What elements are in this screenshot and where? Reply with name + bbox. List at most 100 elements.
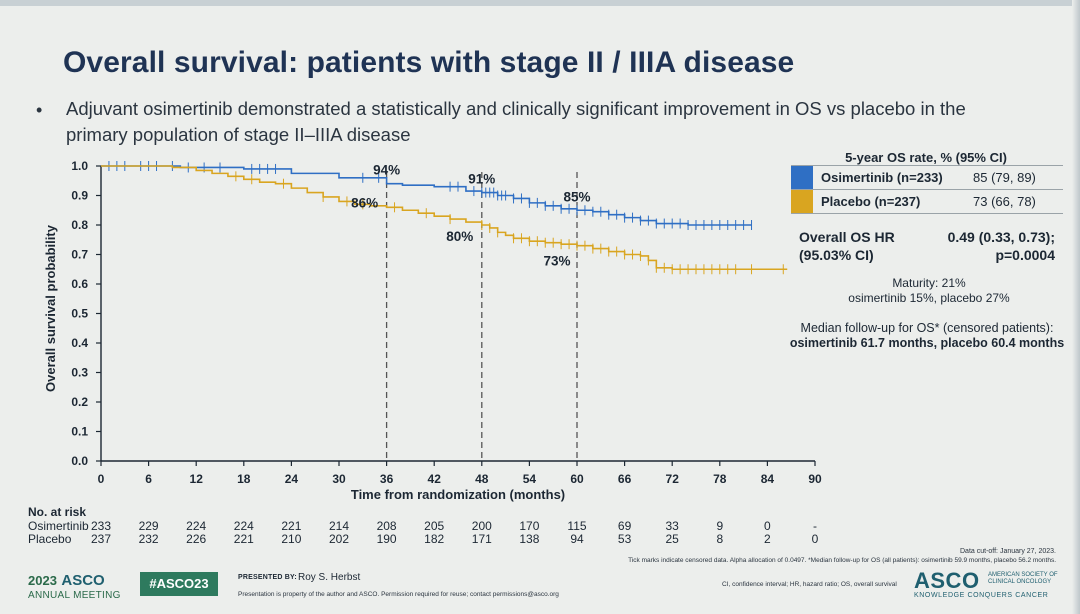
risk-cell: 9	[716, 519, 724, 533]
x-tick-label: 42	[428, 472, 442, 486]
legend-swatch-osimertinib	[791, 166, 813, 189]
x-tick-label: 78	[713, 472, 727, 486]
hr-value: 0.49 (0.33, 0.73); p=0.0004	[920, 228, 1055, 264]
meeting-name: ANNUAL MEETING	[28, 590, 121, 601]
followup-line1: Median follow-up for OS* (censored patie…	[800, 321, 1054, 335]
risk-cell: 226	[186, 532, 207, 546]
km-curve-placebo	[101, 165, 788, 271]
hr-label-line2: (95.03% CI)	[799, 247, 874, 263]
y-axis-title: Overall survival probability	[43, 224, 58, 392]
y-tick-label: 0.3	[71, 366, 88, 380]
landmark-label-placebo: 86%	[351, 195, 378, 210]
x-tick-label: 84	[761, 472, 775, 486]
tick-note: Tick marks indicate censored data. Alpha…	[628, 557, 1056, 564]
risk-cell: 237	[90, 532, 112, 546]
landmark-label-osimertinib: 85%	[563, 189, 590, 204]
risk-cell: 69	[617, 519, 632, 533]
maturity-note: Maturity: 21% osimertinib 15%, placebo 2…	[800, 276, 1058, 306]
x-axis-title: Time from randomization (months)	[351, 487, 565, 502]
risk-cell: 53	[617, 532, 632, 546]
x-tick-label: 66	[618, 472, 632, 486]
meeting-asco: ASCO	[61, 572, 105, 589]
presenter-name: Roy S. Herbst	[298, 572, 361, 583]
x-tick-label: 12	[190, 472, 204, 486]
risk-header: No. at risk	[28, 505, 87, 519]
risk-cell: 25	[665, 532, 679, 546]
legend-row-placebo: Placebo (n=237) 73 (66, 78)	[791, 190, 1063, 214]
risk-cell: 224	[233, 519, 254, 533]
hr-label: Overall OS HR (95.03% CI)	[799, 228, 929, 264]
risk-label-osimertinib: Osimertinib	[28, 519, 89, 533]
risk-cell: 210	[281, 532, 302, 546]
risk-cell: 221	[233, 532, 254, 546]
hashtag-badge: #ASCO23	[140, 572, 218, 596]
meeting-year: 2023	[28, 573, 57, 588]
meeting-logo: 2023 ASCO ANNUAL MEETING	[28, 572, 121, 601]
risk-cell: 221	[281, 519, 302, 533]
top-strip	[0, 0, 1080, 6]
landmark-label-osimertinib: 94%	[373, 163, 400, 178]
risk-cell: 202	[328, 532, 350, 546]
asco-logo-text: ASCO	[914, 568, 980, 593]
y-tick-label: 0.5	[71, 307, 88, 321]
y-tick-label: 0.9	[71, 189, 88, 203]
risk-cell: 205	[424, 519, 445, 533]
bullet-marker: •	[36, 100, 43, 120]
presented-by-label: PRESENTED BY:	[238, 574, 297, 581]
right-edge	[1072, 0, 1080, 614]
legend-row-osimertinib: Osimertinib (n=233) 85 (79, 89)	[791, 166, 1063, 190]
y-tick-label: 0.0	[71, 454, 88, 468]
risk-cell: 233	[90, 519, 112, 533]
x-tick-label: 0	[98, 472, 105, 486]
risk-cell: 94	[570, 532, 584, 546]
maturity-line2: osimertinib 15%, placebo 27%	[848, 291, 1010, 305]
y-tick-label: 0.7	[71, 248, 88, 262]
x-tick-label: 48	[475, 472, 489, 486]
risk-cell: 182	[424, 532, 445, 546]
abbreviations-note: CI, confidence interval; HR, hazard rati…	[722, 581, 897, 588]
y-tick-label: 0.1	[71, 425, 88, 439]
legend-name: Placebo (n=237)	[821, 194, 921, 209]
legend-value: 85 (79, 89)	[973, 170, 1036, 185]
slide-title: Overall survival: patients with stage II…	[63, 46, 795, 79]
x-tick-label: 18	[237, 472, 251, 486]
y-tick-label: 1.0	[71, 159, 88, 173]
landmark-label-placebo: 80%	[446, 229, 473, 244]
x-tick-label: 90	[808, 472, 822, 486]
y-tick-label: 0.4	[71, 336, 88, 350]
risk-cell: 214	[328, 519, 350, 533]
y-tick-label: 0.8	[71, 218, 88, 232]
asco-logo: ASCO AMERICAN SOCIETY OF CLINICAL ONCOLO…	[914, 568, 1058, 599]
risk-cell: 0	[764, 519, 771, 533]
legend-swatch-placebo	[791, 190, 813, 213]
followup-note: Median follow-up for OS* (censored patie…	[788, 321, 1066, 351]
risk-cell: 190	[376, 532, 397, 546]
y-tick-label: 0.2	[71, 395, 88, 409]
x-tick-label: 30	[332, 472, 346, 486]
risk-cell: -	[813, 519, 817, 533]
x-tick-label: 54	[523, 472, 537, 486]
risk-cell: 224	[186, 519, 207, 533]
risk-cell: 0	[811, 532, 819, 546]
risk-label-placebo: Placebo	[28, 532, 72, 546]
landmark-label-osimertinib: 91%	[468, 172, 495, 187]
asco-tagline: KNOWLEDGE CONQUERS CANCER	[914, 592, 1049, 599]
hr-label-line1: Overall OS HR	[799, 229, 895, 245]
risk-cell: 229	[138, 519, 159, 533]
hr-value-line2: p=0.0004	[995, 247, 1055, 263]
legend-table: Osimertinib (n=233) 85 (79, 89) Placebo …	[791, 165, 1063, 214]
risk-cell: 115	[567, 519, 587, 533]
property-note: Presentation is property of the author a…	[238, 591, 559, 598]
x-tick-label: 72	[666, 472, 680, 486]
risk-cell: 232	[138, 532, 159, 546]
legend-value: 73 (66, 78)	[973, 194, 1036, 209]
asco-society-name: AMERICAN SOCIETY OF CLINICAL ONCOLOGY	[988, 572, 1058, 585]
maturity-line1: Maturity: 21%	[892, 276, 966, 290]
risk-cell: 2	[764, 532, 771, 546]
x-tick-label: 36	[380, 472, 394, 486]
risk-cell: 8	[716, 532, 724, 546]
legend-header: 5-year OS rate, % (95% CI)	[845, 150, 1007, 165]
hr-value-line1: 0.49 (0.33, 0.73);	[947, 229, 1055, 245]
